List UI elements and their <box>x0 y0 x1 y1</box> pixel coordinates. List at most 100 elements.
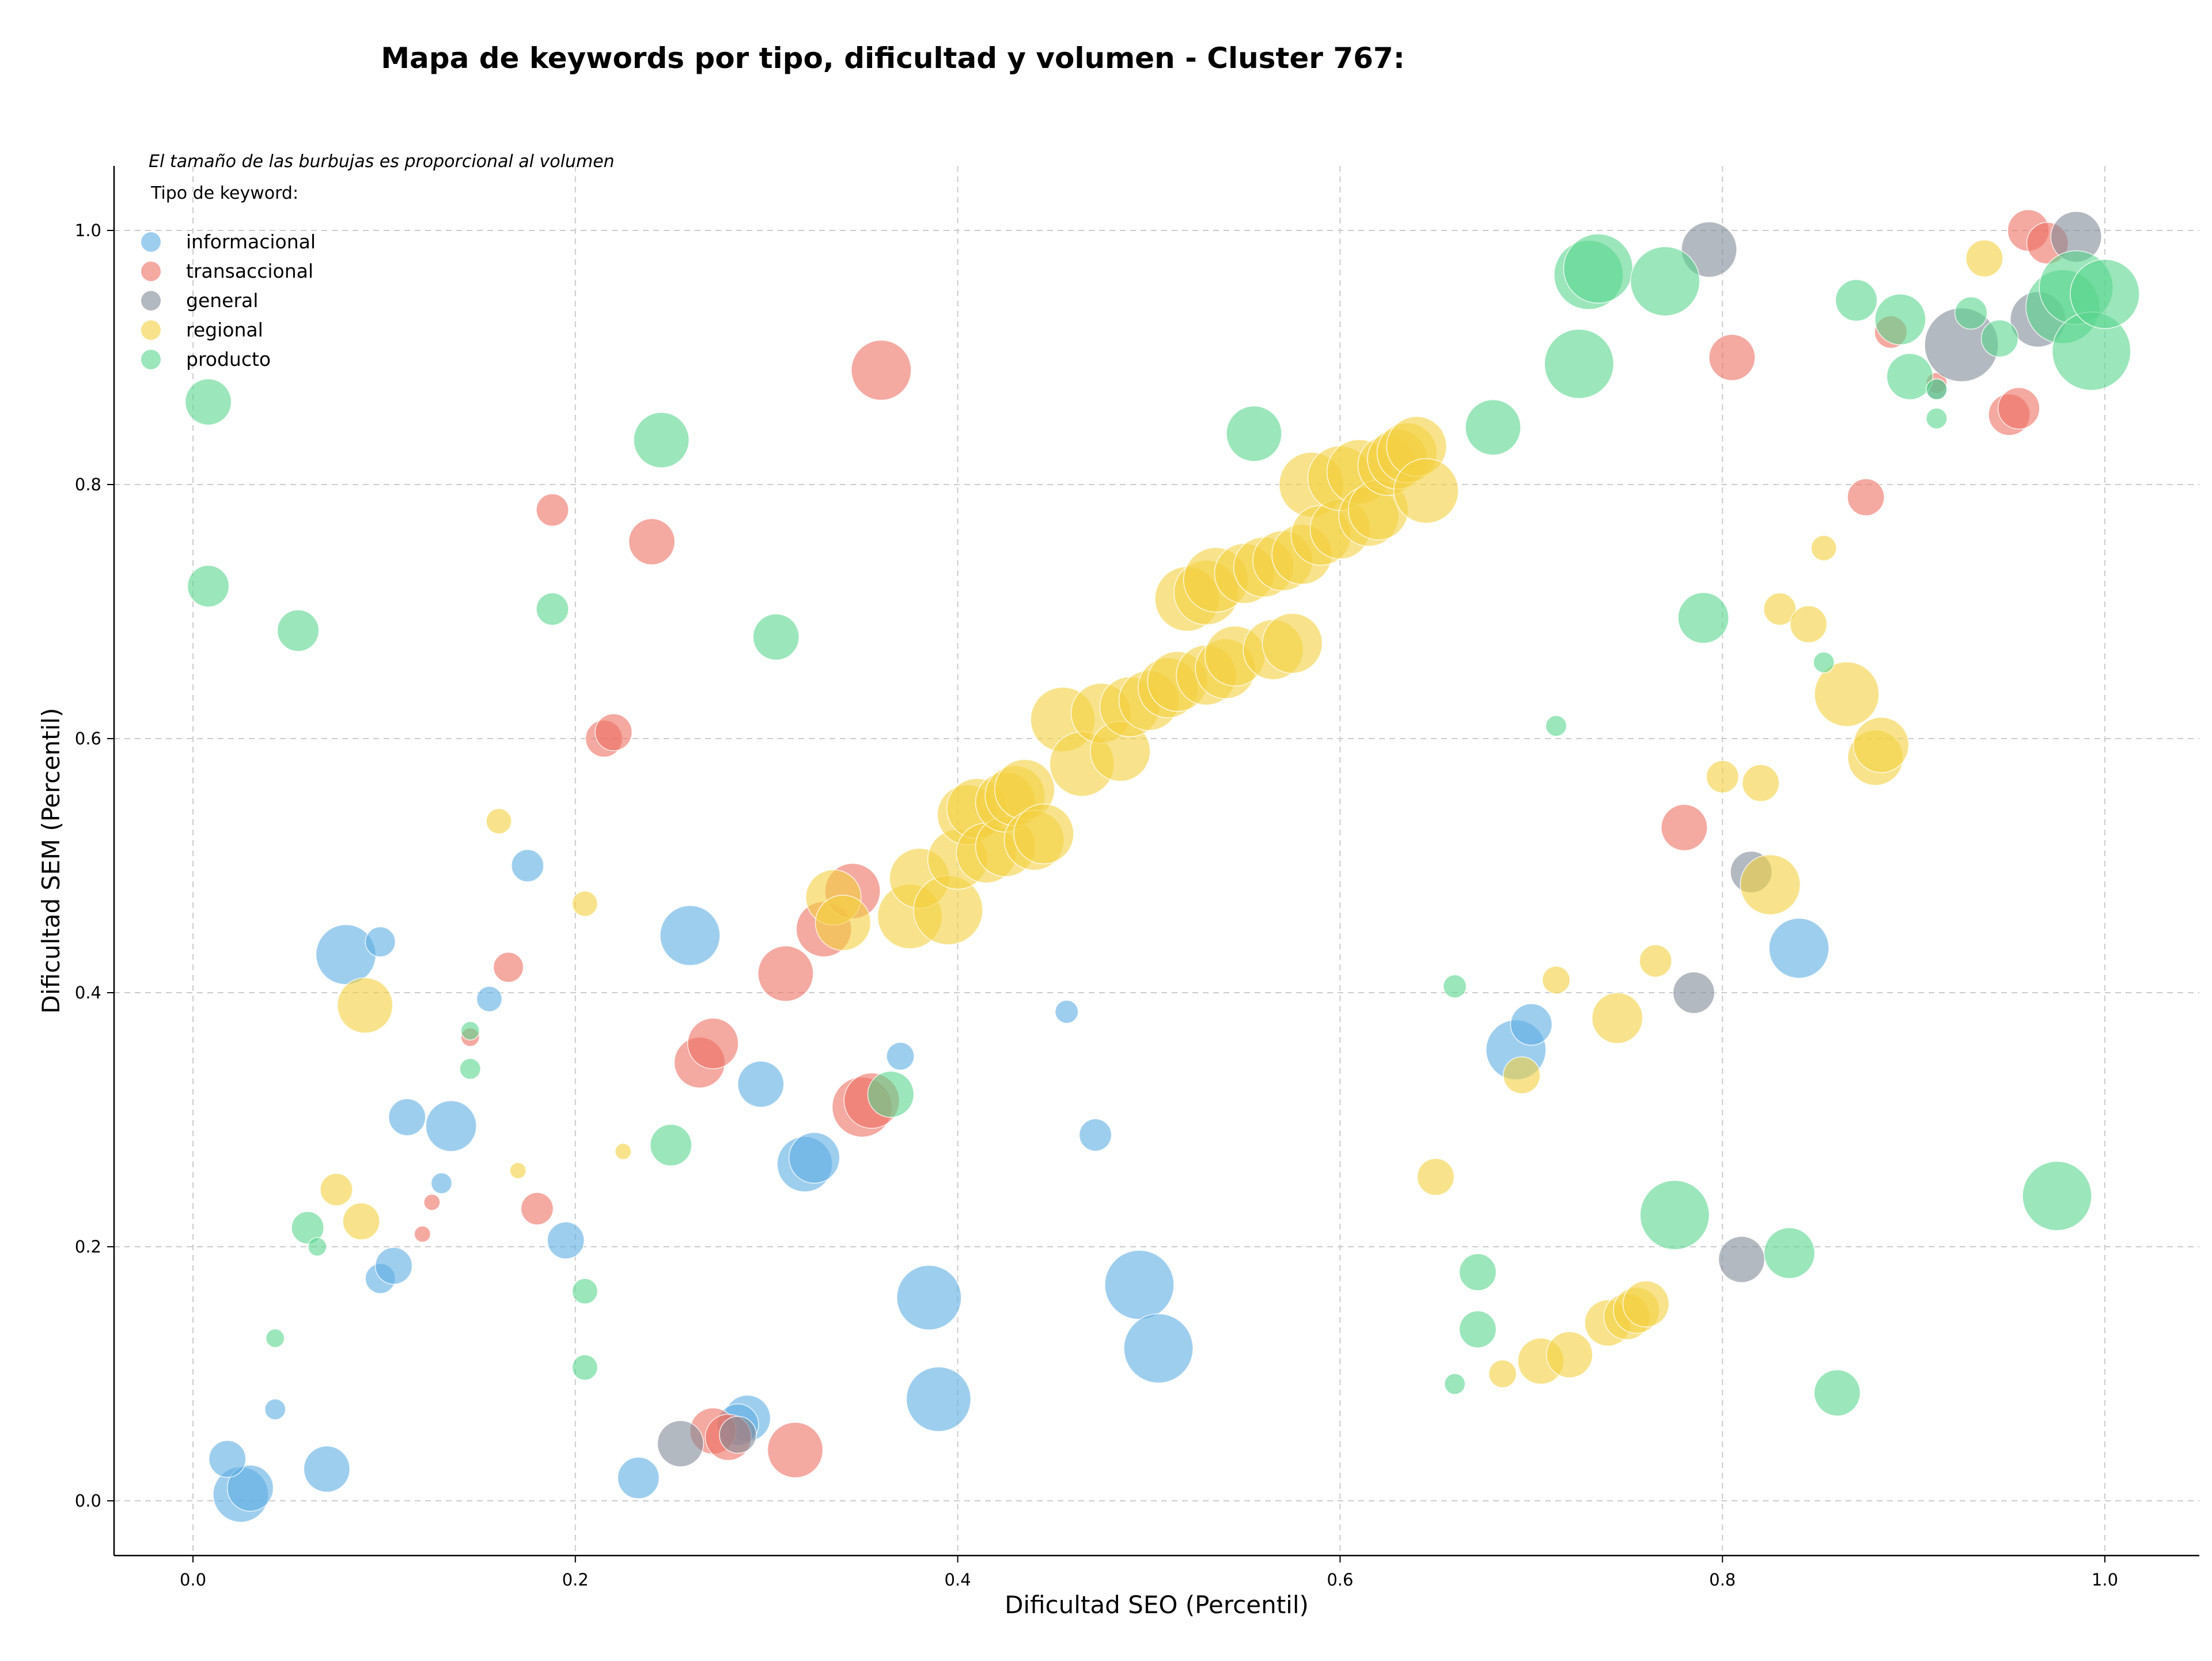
data-point <box>1741 764 1780 802</box>
data-point <box>657 1420 704 1467</box>
data-point <box>1055 1000 1079 1024</box>
data-point <box>1763 1227 1816 1279</box>
data-point <box>1847 478 1885 516</box>
data-point <box>374 1247 413 1285</box>
legend-label: producto <box>186 348 271 370</box>
data-point <box>1954 296 1988 330</box>
data-point <box>1078 1118 1112 1152</box>
data-point <box>423 1194 441 1211</box>
data-point <box>867 1070 915 1118</box>
data-point <box>571 1278 599 1304</box>
data-point <box>1262 612 1323 674</box>
data-point <box>906 1366 972 1432</box>
data-point <box>571 1354 599 1381</box>
data-point <box>226 1465 274 1512</box>
y-tick-label: 1.0 <box>75 221 101 240</box>
data-point <box>1488 1359 1517 1388</box>
data-point <box>687 1017 739 1069</box>
data-point <box>1123 1313 1194 1384</box>
y-tick-label: 0.8 <box>75 475 101 494</box>
data-point <box>1510 1003 1553 1046</box>
data-point <box>1709 334 1756 381</box>
data-point <box>511 849 544 883</box>
data-point <box>1226 406 1282 462</box>
data-point <box>414 1225 431 1243</box>
legend-marker <box>141 232 161 252</box>
data-point <box>719 1416 757 1454</box>
data-point <box>187 565 230 608</box>
data-point <box>1980 319 2019 358</box>
y-ticks: 0.0 0.2 0.4 0.6 0.8 1.0 <box>75 221 114 1511</box>
legend-note: El tamaño de las burbujas es proporciona… <box>149 152 615 172</box>
data-point <box>1886 353 1934 400</box>
data-point <box>320 1173 353 1206</box>
x-tick-label: 0.0 <box>180 1570 206 1590</box>
data-point <box>815 894 872 951</box>
data-point <box>886 1042 915 1070</box>
data-point <box>459 1058 482 1080</box>
data-point <box>628 518 676 565</box>
chart-title: Mapa de keywords por tipo, dificultad y … <box>381 41 1404 75</box>
data-point <box>388 1098 426 1136</box>
data-point <box>520 1192 554 1225</box>
y-axis-label: Dificultad SEM (Percentil) <box>37 708 65 1014</box>
legend-marker <box>141 320 161 340</box>
data-point <box>1502 1056 1541 1095</box>
series-general <box>657 211 2102 1467</box>
legend-label: transaccional <box>186 260 313 282</box>
legend-marker <box>141 291 161 311</box>
data-point <box>307 1237 327 1257</box>
data-point <box>1591 992 1643 1044</box>
data-point <box>1926 407 1948 430</box>
data-point <box>1810 535 1837 561</box>
legend-marker <box>141 350 161 369</box>
data-point <box>342 1202 380 1240</box>
data-point <box>1672 971 1715 1014</box>
data-point <box>896 1265 962 1330</box>
data-point <box>547 1221 585 1259</box>
data-point <box>1740 854 1801 915</box>
y-tick-label: 0.0 <box>75 1491 101 1511</box>
data-point <box>1965 239 2003 278</box>
data-point <box>536 592 569 626</box>
data-point <box>660 905 721 966</box>
legend-title: Tipo de keyword: <box>150 183 298 203</box>
legend-label: informacional <box>186 230 316 253</box>
data-point <box>1835 279 1878 322</box>
y-tick-label: 0.4 <box>75 983 101 1002</box>
data-point <box>594 713 632 751</box>
data-point <box>336 977 393 1034</box>
data-point <box>2070 259 2140 329</box>
data-point <box>633 412 690 468</box>
grid <box>114 166 2199 1556</box>
data-point <box>291 1211 324 1244</box>
data-point <box>1442 974 1467 998</box>
data-point <box>1789 605 1828 644</box>
data-point <box>1926 378 1948 400</box>
axes <box>113 166 2199 1557</box>
data-point <box>1639 944 1672 978</box>
x-ticks: 0.0 0.2 0.4 0.6 0.8 1.0 <box>180 1556 2118 1590</box>
x-tick-label: 0.4 <box>945 1570 971 1590</box>
data-point <box>1104 1250 1175 1320</box>
data-point <box>615 1142 632 1160</box>
data-point <box>737 1061 785 1108</box>
y-tick-label: 0.6 <box>75 729 101 748</box>
series-regional <box>320 239 2003 1388</box>
data-point <box>1444 1373 1466 1395</box>
data-point <box>1013 803 1074 865</box>
data-point <box>476 986 503 1012</box>
data-point <box>265 1329 285 1348</box>
data-point <box>430 1172 453 1194</box>
data-point <box>1545 715 1567 737</box>
data-point <box>1768 918 1830 979</box>
series-producto <box>184 233 2140 1417</box>
data-point <box>1459 1310 1497 1349</box>
data-point <box>1563 233 1634 304</box>
x-tick-label: 0.2 <box>562 1570 589 1590</box>
data-point <box>1416 1157 1455 1196</box>
data-point <box>1813 651 1835 674</box>
data-point <box>1814 661 1880 727</box>
data-point <box>536 493 569 527</box>
data-point <box>788 1132 840 1184</box>
